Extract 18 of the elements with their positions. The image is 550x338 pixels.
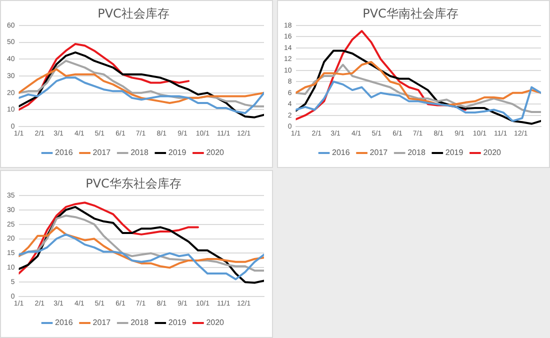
legend-label: 2019 <box>168 318 187 328</box>
legend-label: 2018 <box>408 148 426 158</box>
legend-label: 2020 <box>206 318 225 328</box>
legend-label: 2020 <box>206 148 225 158</box>
legend-label: 2017 <box>370 148 388 158</box>
chart-title: PVC社会库存 <box>98 6 170 20</box>
legend-label: 2020 <box>483 148 502 158</box>
legend-label: 2017 <box>92 148 112 158</box>
legend-label: 2018 <box>130 148 149 158</box>
legend-label: 2016 <box>55 148 74 158</box>
legend-label: 2019 <box>445 148 464 158</box>
legend-label: 2016 <box>55 318 74 328</box>
chart-title: PVC华南社会库存 <box>362 6 458 20</box>
legend-label: 2017 <box>92 318 112 328</box>
chart-title: PVC华东社会库存 <box>86 176 182 190</box>
legend-label: 2018 <box>130 318 149 328</box>
legend-label: 2016 <box>332 148 350 158</box>
legend-label: 2019 <box>168 148 187 158</box>
